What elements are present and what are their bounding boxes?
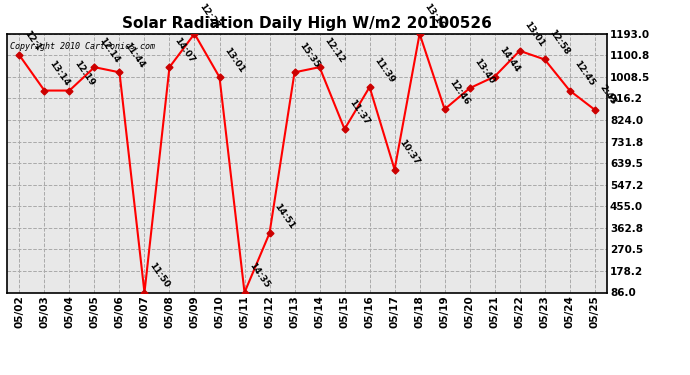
Text: 13:01: 13:01 [222,46,246,75]
Text: 11:39: 11:39 [373,56,396,84]
Text: 15:35: 15:35 [297,41,321,69]
Text: 11:37: 11:37 [347,98,371,126]
Text: 10:37: 10:37 [397,138,421,167]
Text: 12:45: 12:45 [573,59,596,88]
Text: 12:27: 12:27 [197,2,221,31]
Text: 13:14: 13:14 [47,59,71,88]
Text: 11:44: 11:44 [122,41,146,69]
Text: 12:19: 12:19 [72,59,96,88]
Text: 12:14: 12:14 [97,36,121,64]
Text: 12:58: 12:58 [547,28,571,57]
Text: 14:07: 14:07 [172,36,196,64]
Text: 14:51: 14:51 [273,202,296,230]
Text: 2:43: 2:43 [598,83,618,107]
Text: 12:12: 12:12 [322,36,346,64]
Text: 12:1: 12:1 [22,29,42,53]
Text: 11:50: 11:50 [147,261,171,290]
Text: Copyright 2010 Cartronics.com: Copyright 2010 Cartronics.com [10,42,155,51]
Title: Solar Radiation Daily High W/m2 20100526: Solar Radiation Daily High W/m2 20100526 [122,16,492,31]
Text: 12:46: 12:46 [447,78,471,106]
Text: 13:40: 13:40 [473,57,496,86]
Text: 13:16: 13:16 [422,2,446,31]
Text: 13:01: 13:01 [522,20,546,48]
Text: 14:44: 14:44 [497,45,522,74]
Text: 14:35: 14:35 [247,261,271,290]
